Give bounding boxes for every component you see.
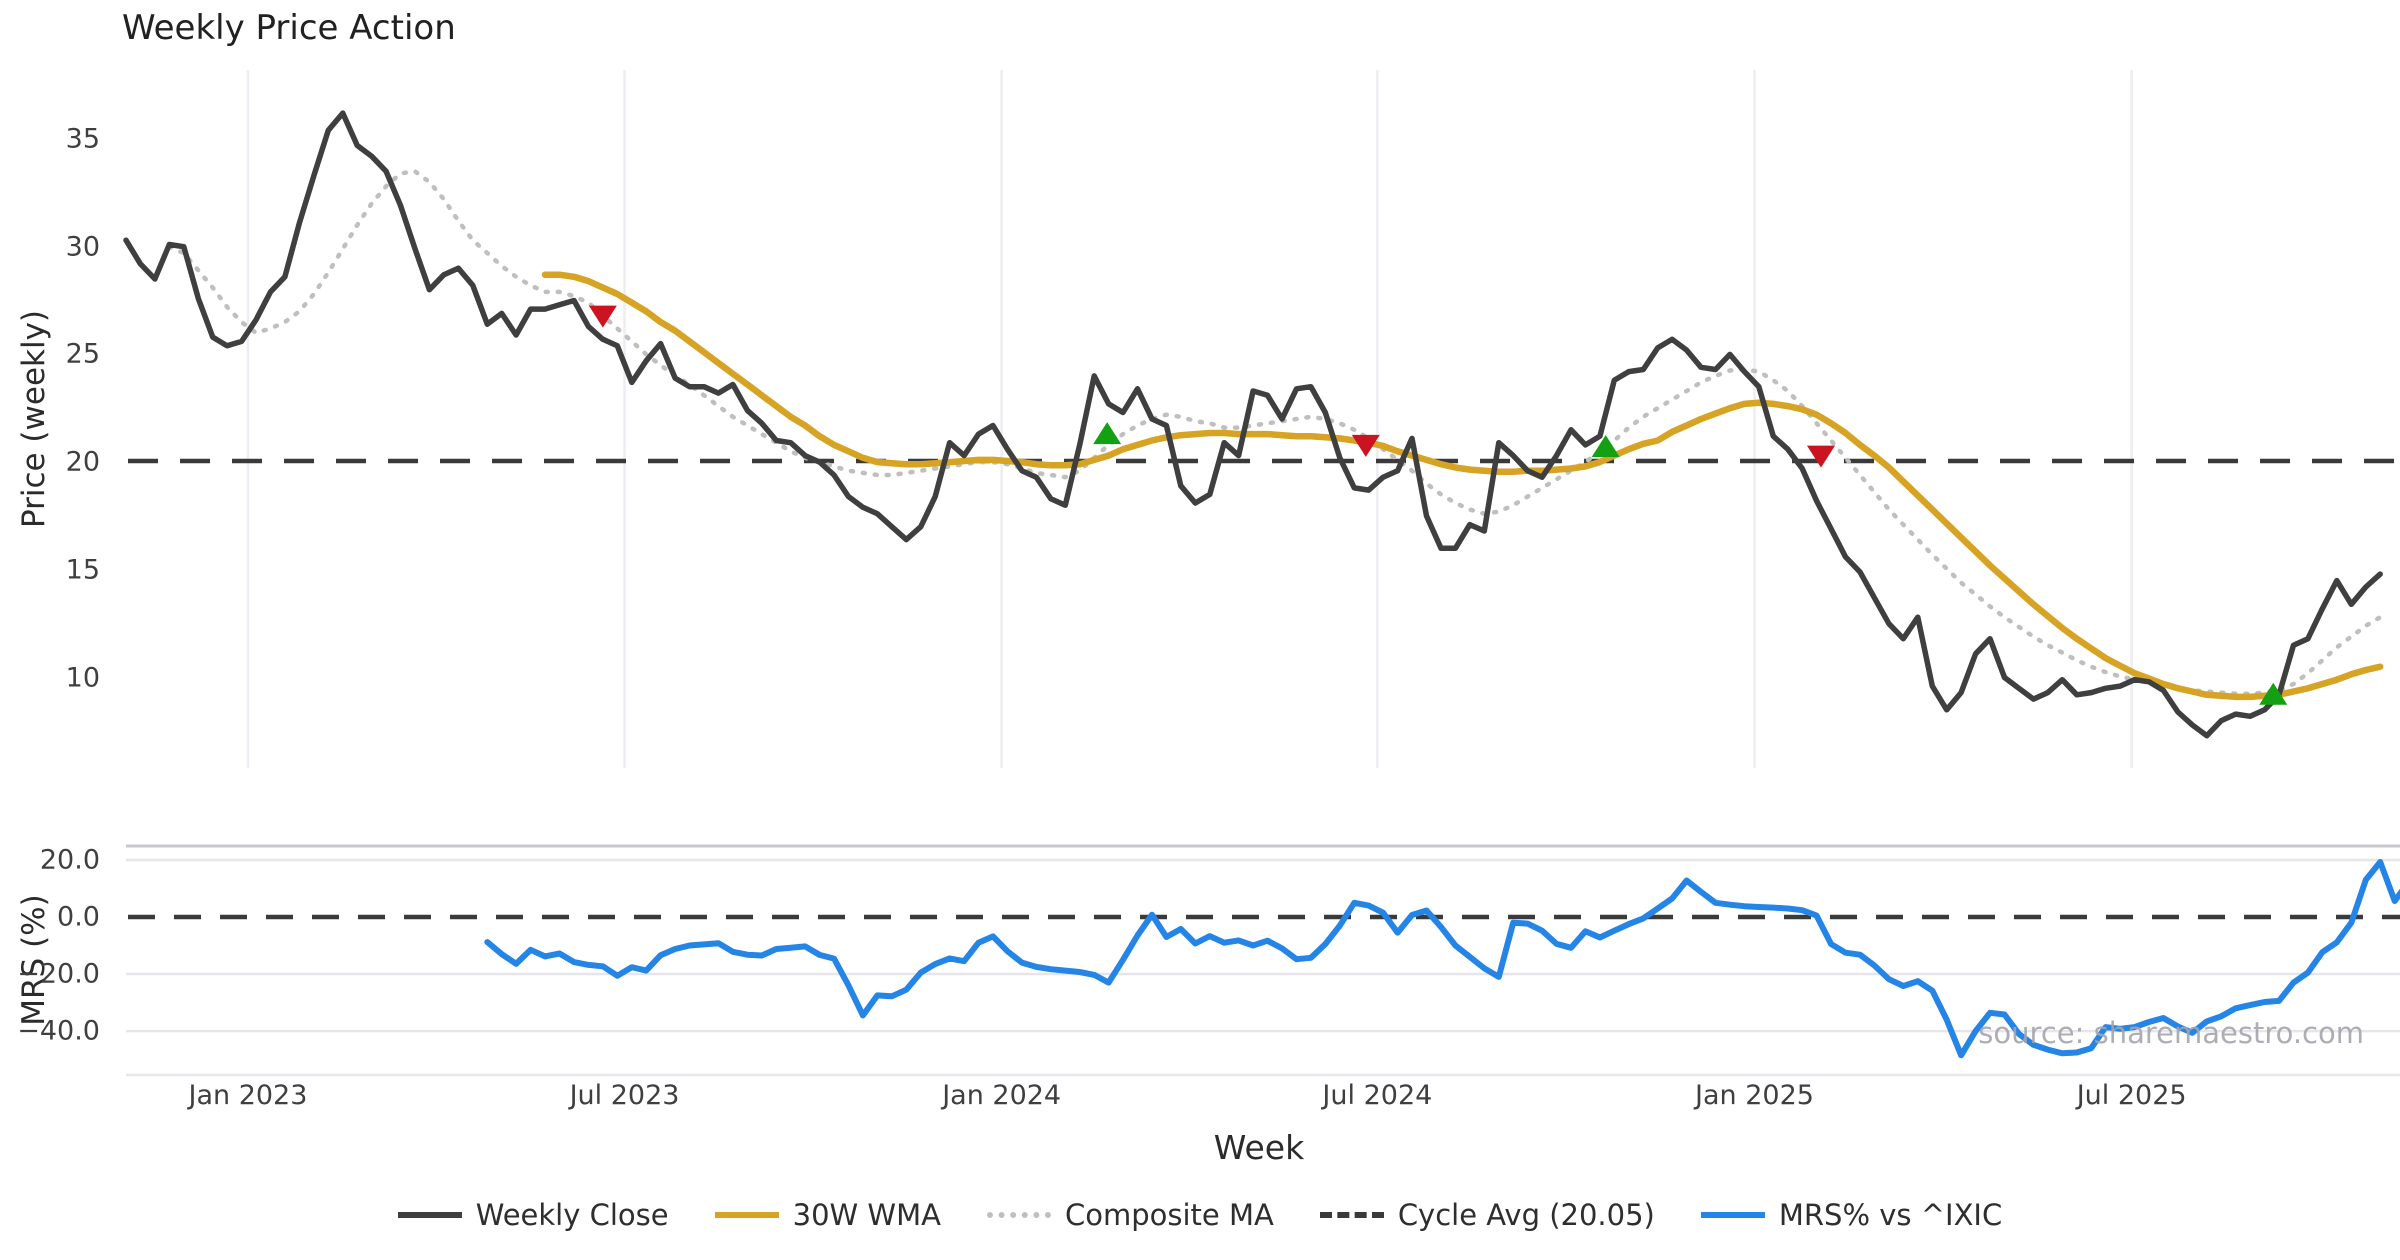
legend-item-mrs-vs-ixic: MRS% vs ^IXIC bbox=[1700, 1198, 2003, 1232]
legend-swatch-dashed bbox=[1319, 1212, 1384, 1218]
xtick-Jul 2024: Jul 2024 bbox=[1322, 1080, 1433, 1111]
mrs-ytick-0: 20.0 bbox=[39, 844, 100, 876]
price-ytick-20: 20 bbox=[65, 446, 100, 478]
buy-marker-2 bbox=[2259, 682, 2288, 705]
legend-item-30w-wma: 30W WMA bbox=[714, 1198, 941, 1232]
legend-swatch-dotted bbox=[986, 1212, 1051, 1218]
wma-line bbox=[541, 271, 2384, 701]
mrs-ytick-3: −40.0 bbox=[17, 1015, 100, 1047]
mrs-ytick-1: 0.0 bbox=[57, 901, 100, 933]
buy-marker-0 bbox=[1093, 422, 1122, 445]
source-watermark: source: sharemaestro.com bbox=[1978, 1016, 2364, 1050]
legend-swatch-solid bbox=[1700, 1212, 1765, 1218]
legend-label: Weekly Close bbox=[475, 1198, 669, 1232]
xtick-Jan 2025: Jan 2025 bbox=[1695, 1080, 1814, 1111]
sell-marker-0 bbox=[588, 305, 617, 328]
price-ytick-25: 25 bbox=[65, 338, 100, 370]
price-ytick-10: 10 bbox=[65, 662, 100, 694]
price-ytick-35: 35 bbox=[65, 123, 100, 155]
chart-legend: Weekly Close 30W WMA Composite MA Cycle Avg… bbox=[0, 1198, 2400, 1232]
price-ytick-30: 30 bbox=[65, 231, 100, 263]
xtick-Jan 2023: Jan 2023 bbox=[188, 1080, 308, 1111]
legend-swatch-solid bbox=[714, 1212, 779, 1218]
legend-label: Composite MA bbox=[1064, 1198, 1274, 1232]
sell-marker-2 bbox=[1806, 445, 1835, 468]
legend-item-composite-ma: Composite MA bbox=[986, 1198, 1274, 1232]
legend-label: 30W WMA bbox=[792, 1198, 941, 1232]
mrs-ytick-2: −20.0 bbox=[17, 958, 100, 990]
composite-ma-line bbox=[167, 169, 2383, 696]
mrs-line bbox=[484, 859, 2400, 1059]
xtick-Jan 2024: Jan 2024 bbox=[942, 1080, 1062, 1111]
legend-item-cycle-avg-20-05-: Cycle Avg (20.05) bbox=[1319, 1198, 1655, 1232]
sell-marker-1 bbox=[1351, 434, 1380, 457]
legend-item-weekly-close: Weekly Close bbox=[397, 1198, 669, 1232]
buy-marker-1 bbox=[1591, 435, 1620, 458]
xtick-Jul 2025: Jul 2025 bbox=[2076, 1080, 2187, 1111]
legend-label: Cycle Avg (20.05) bbox=[1397, 1198, 1655, 1232]
legend-label: MRS% vs ^IXIC bbox=[1778, 1198, 2003, 1232]
legend-swatch-solid bbox=[397, 1212, 462, 1218]
xtick-Jul 2023: Jul 2023 bbox=[569, 1080, 680, 1111]
price-ytick-15: 15 bbox=[65, 554, 100, 586]
x-axis-title: Week bbox=[1213, 1128, 1305, 1167]
chart-title: Weekly Price Action bbox=[122, 8, 456, 48]
weekly-close-line bbox=[123, 110, 2383, 739]
